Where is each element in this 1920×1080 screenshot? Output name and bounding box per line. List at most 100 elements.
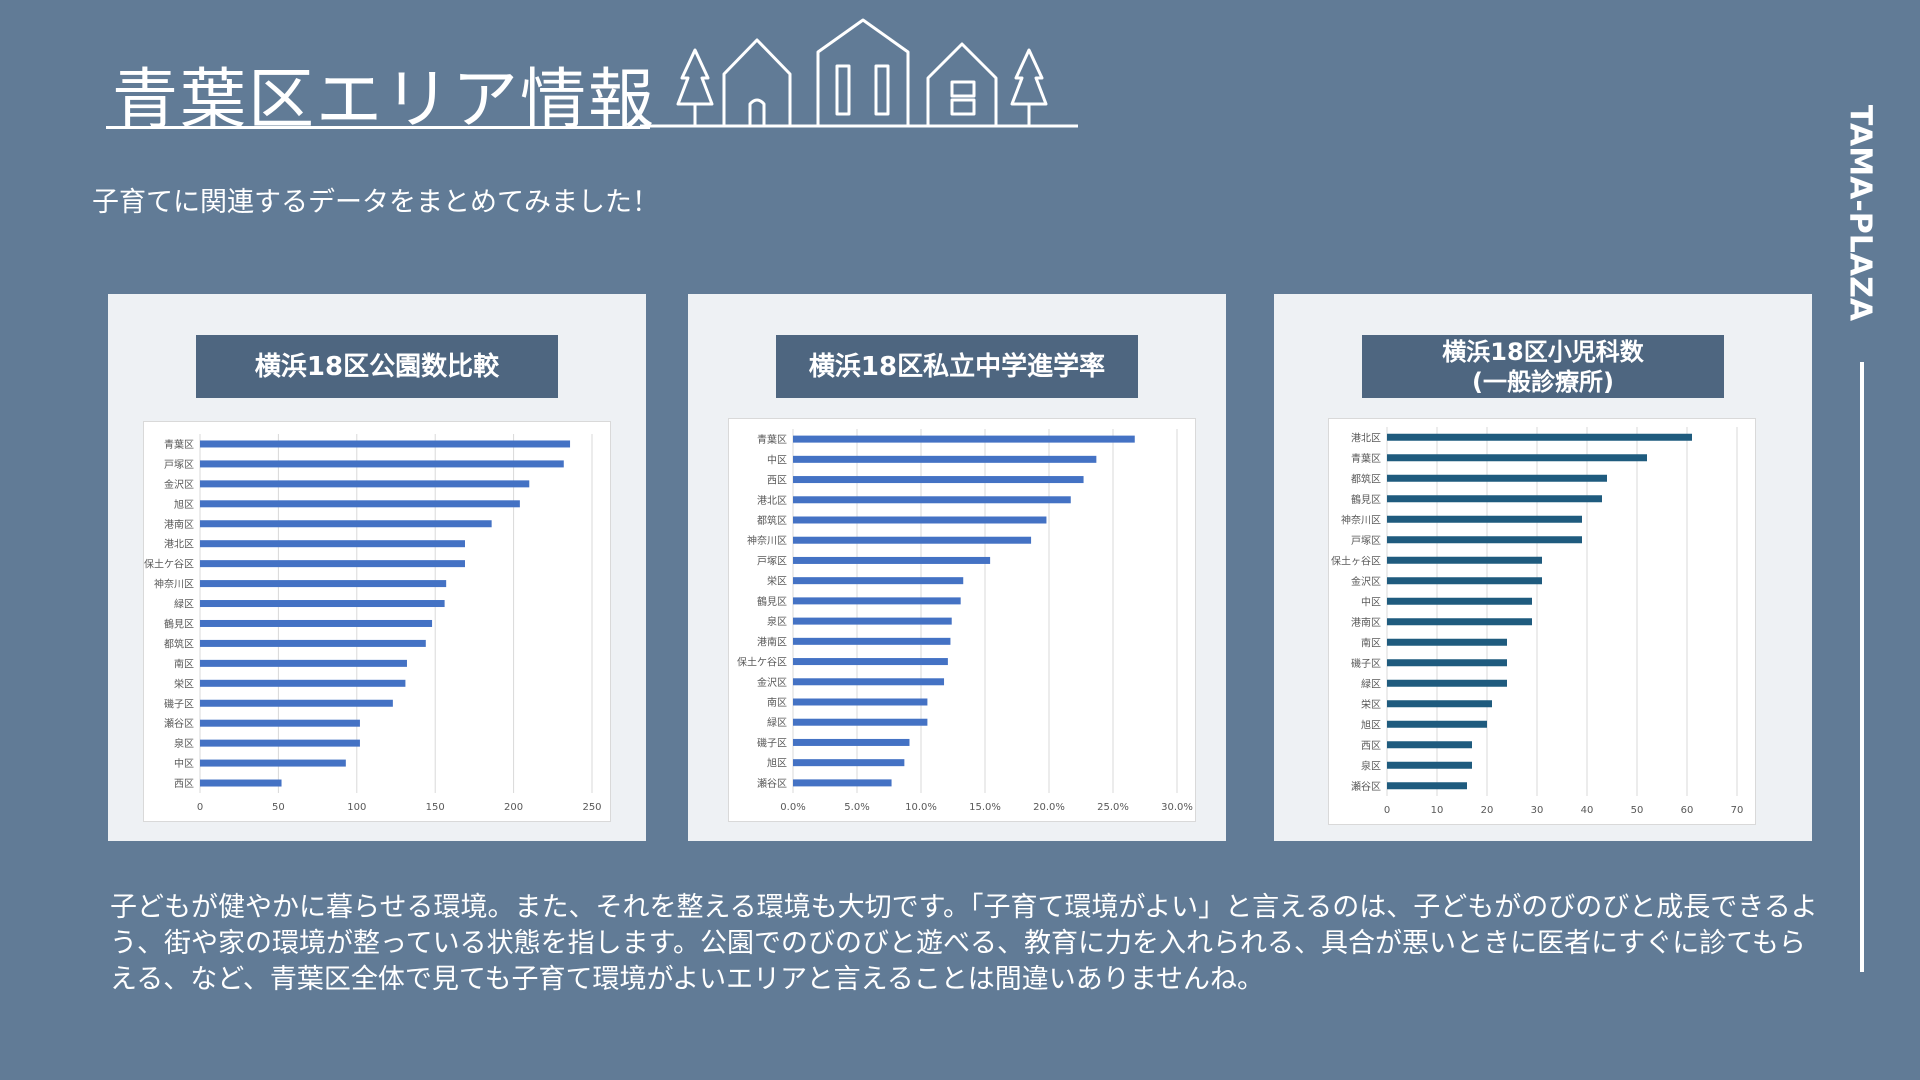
body-text: 子どもが健やかに暮らせる環境。また、それを整える環境も大切です。「子育て環境がよ…: [110, 892, 1818, 995]
tick-label: 20: [1481, 805, 1494, 816]
bar: [793, 658, 948, 666]
bar: [793, 496, 1071, 504]
tick-label: 10: [1431, 805, 1444, 816]
bar: [1387, 679, 1507, 687]
tick-label: 40: [1581, 805, 1594, 816]
tick-label: 0: [197, 802, 203, 813]
houses-illustration: [640, 18, 1078, 128]
category-label: 神奈川区: [154, 578, 194, 591]
house-icon: [926, 42, 998, 126]
category-label: 西区: [767, 475, 787, 487]
bar: [200, 500, 520, 508]
tick-label: 25.0%: [1097, 802, 1129, 813]
plot-area: 0 50 100 150 200 250 青葉区 戸塚区 金沢区 旭区 港南区 港北区 保土ケ谷区 神奈川…: [143, 421, 611, 822]
bar: [200, 739, 360, 747]
category-label: 鶴見区: [1351, 493, 1381, 506]
tick-label: 250: [582, 802, 601, 813]
bar: [200, 639, 426, 647]
category-label: 緑区: [174, 598, 194, 611]
tick-label: 15.0%: [969, 802, 1001, 813]
chart-panel-private-school: 横浜18区私立中学進学率 0.0% 5.0% 10.0% 15.0% 20.0% 25.0…: [688, 294, 1226, 841]
bar: [200, 440, 571, 448]
bar: [200, 759, 346, 767]
category-label: 旭区: [174, 499, 194, 511]
category-label: 青葉区: [757, 433, 787, 446]
bar: [200, 520, 492, 528]
category-label: 磯子区: [757, 736, 787, 749]
category-label: 中区: [1361, 595, 1381, 608]
tick-label: 70: [1731, 805, 1744, 816]
bar: [1387, 495, 1602, 503]
bar: [793, 738, 910, 746]
tick-label: 50: [272, 802, 285, 813]
bar: [1387, 536, 1582, 544]
bar: [793, 779, 892, 787]
bar: [200, 580, 447, 588]
bar: [1387, 700, 1492, 708]
bar: [200, 679, 406, 687]
category-label: 金沢区: [164, 478, 194, 491]
bar: [1387, 638, 1507, 646]
category-label: 港南区: [1351, 616, 1381, 629]
category-label: 磯子区: [1351, 657, 1381, 670]
bar-chart-private-school: 0.0% 5.0% 10.0% 15.0% 20.0% 25.0% 30.0% 青葉区中区西区…: [737, 429, 1193, 813]
category-label: 旭区: [767, 758, 787, 770]
bar: [1387, 433, 1692, 441]
category-label: 栄区: [767, 576, 787, 588]
category-label: 港南区: [164, 518, 194, 531]
bar: [1387, 597, 1532, 605]
category-label: 栄区: [1361, 699, 1381, 711]
category-label: 戸塚区: [757, 555, 787, 567]
side-label: TAMA-PLAZA: [1840, 105, 1880, 321]
category-label: 神奈川区: [1341, 513, 1381, 526]
bar: [200, 719, 360, 727]
bar: [793, 718, 928, 726]
category-label: 南区: [1361, 636, 1381, 649]
title-underline: [106, 126, 650, 129]
bar: [1387, 618, 1532, 626]
category-label: 都筑区: [757, 514, 787, 527]
category-label: 鶴見区: [164, 617, 194, 630]
category-label: 栄区: [174, 678, 194, 690]
category-label: 戸塚区: [1351, 535, 1381, 547]
tick-label: 60: [1681, 805, 1694, 816]
chart-title: 横浜18区私立中学進学率: [776, 335, 1138, 398]
category-label: 緑区: [767, 716, 787, 729]
house-icon: [722, 38, 792, 126]
bar: [793, 556, 991, 564]
bar: [793, 536, 1032, 544]
bar: [1387, 515, 1582, 523]
bar: [1387, 741, 1472, 749]
tick-label: 200: [504, 802, 523, 813]
page-title: 青葉区エリア情報: [112, 61, 656, 138]
bar-chart-parks: 0 50 100 150 200 250 青葉区戸塚区金沢区旭区港南区港北区保土ケ谷区神奈川…: [144, 434, 602, 813]
chart-panel-parks: 横浜18区公園数比較 0 50 100 150 200 250 青葉区 戸塚区 金沢区 旭区 港南区…: [108, 294, 646, 841]
bar: [1387, 556, 1542, 564]
bar: [200, 619, 433, 627]
category-label: 磯子区: [164, 697, 194, 710]
bar: [793, 516, 1047, 524]
tick-label: 50: [1631, 805, 1644, 816]
chart-panel-pediatrics: 横浜18区小児科数 (一般診療所) 0 10 20 30 40 50 60 70 港北区 青葉区都…: [1274, 294, 1812, 841]
category-label: 青葉区: [164, 438, 194, 451]
category-label: 鶴見区: [757, 595, 787, 608]
bar: [1387, 782, 1467, 790]
tick-label: 5.0%: [844, 802, 869, 813]
bar: [200, 560, 465, 568]
category-label: 保土ケ谷区: [144, 558, 194, 571]
bar: [1387, 454, 1647, 462]
subtitle: 子育てに関連するデータをまとめてみました！: [92, 187, 659, 218]
category-label: 中区: [174, 757, 194, 770]
bar: [1387, 761, 1472, 769]
bar: [793, 435, 1135, 443]
category-label: 港北区: [1351, 432, 1381, 444]
bar: [793, 617, 952, 625]
bar: [793, 577, 964, 585]
category-label: 旭区: [1361, 719, 1381, 731]
bar: [200, 540, 465, 548]
bar: [1387, 720, 1487, 728]
bar: [200, 659, 407, 667]
bar: [200, 699, 393, 707]
tree-icon: [676, 48, 714, 126]
category-label: 戸塚区: [164, 459, 194, 471]
